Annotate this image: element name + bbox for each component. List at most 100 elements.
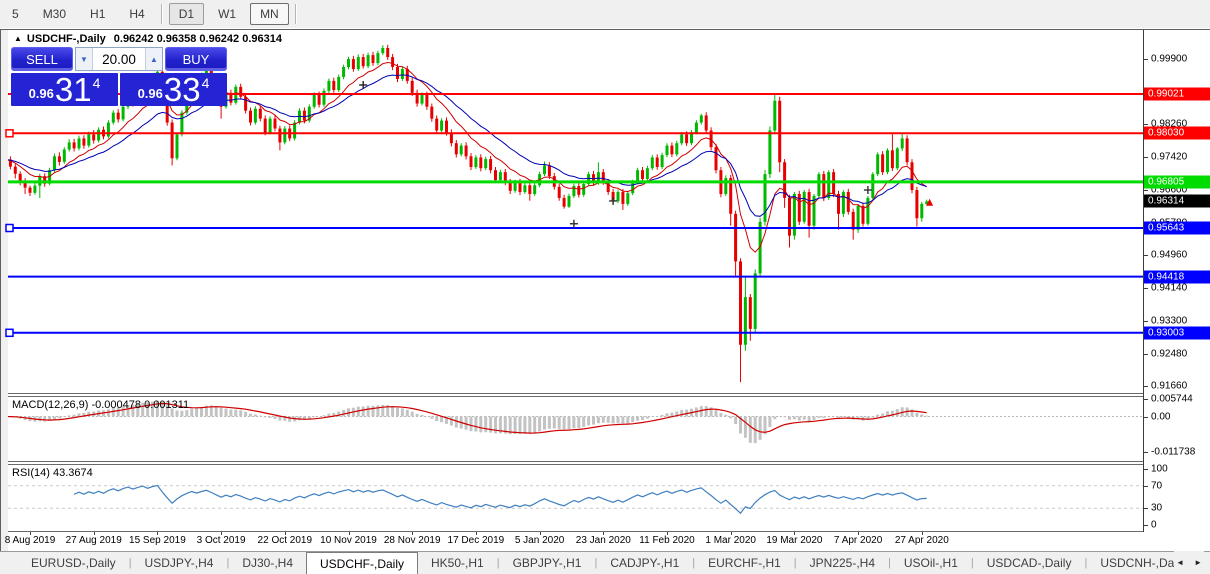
hline-anchor[interactable] (5, 223, 14, 233)
tab-scroll-left-icon[interactable]: ◄ (1176, 558, 1185, 567)
candle (778, 96, 782, 173)
price-label-badge: 0.94418 (1144, 270, 1210, 284)
candle (283, 126, 287, 145)
tab-scroll-right-icon[interactable]: ► (1194, 558, 1202, 567)
candle (724, 175, 728, 196)
date-tick (93, 532, 95, 535)
candle (440, 118, 444, 133)
tab-separator: | (594, 557, 598, 569)
pane-splitter[interactable] (8, 461, 1210, 462)
pane-splitter[interactable] (8, 396, 1210, 397)
candle (302, 107, 306, 124)
chart-tab-CADJPY-H1[interactable]: CADJPY-,H1 (610, 556, 680, 570)
chart-tab-JPN225-H4[interactable]: JPN225-,H4 (809, 556, 876, 570)
candle (391, 53, 395, 71)
candle (739, 258, 742, 383)
date-tick-label: 23 Jan 2020 (575, 535, 631, 546)
chart-tab-USOil-H1[interactable]: USOil-,H1 (903, 556, 958, 570)
chart-tab-HK50-H1[interactable]: HK50-,H1 (431, 556, 484, 570)
pane-splitter[interactable] (8, 464, 1210, 465)
sell-price-point: 4 (92, 75, 101, 91)
chart-window-border (0, 29, 1210, 30)
candle (582, 181, 586, 197)
timeframe-button-H1[interactable]: H1 (90, 7, 106, 21)
timeframe-button-D1[interactable]: D1 (168, 3, 205, 25)
chart-tab-USDJPY-H4[interactable]: USDJPY-,H4 (144, 556, 214, 570)
chart-tab-EURCHF-H1[interactable]: EURCHF-,H1 (708, 556, 781, 570)
candle (454, 140, 458, 158)
candle (53, 153, 56, 173)
candle (106, 120, 110, 139)
candle (474, 155, 478, 169)
volume-input[interactable]: 20.00 (102, 51, 136, 67)
buy-button[interactable]: BUY (165, 47, 227, 71)
candle (557, 183, 561, 201)
candle (67, 139, 71, 152)
sell-price-display[interactable]: 0.96 31 4 (11, 73, 118, 106)
axis-tick (1144, 469, 1148, 470)
candle (866, 195, 870, 226)
timeframe-button-M30[interactable]: M30 (42, 7, 67, 21)
candle (753, 269, 757, 333)
volume-decrease-button[interactable]: ▼ (76, 48, 93, 70)
price-tick-label: 0.93300 (1151, 315, 1188, 327)
buy-price-display[interactable]: 0.96 33 4 (120, 73, 227, 106)
rsi-label: RSI(14) 43.3674 (12, 467, 93, 479)
timeframe-button-H4[interactable]: H4 (129, 7, 145, 21)
candle (655, 154, 659, 170)
timeframe-button-MN[interactable]: MN (250, 3, 289, 25)
trade-panel-toggle-icon[interactable]: ▲ (14, 34, 22, 43)
axis-tick (1144, 386, 1148, 388)
axis-tick (1144, 525, 1148, 526)
axis-tick (1144, 485, 1148, 487)
axis-tick (1144, 190, 1148, 192)
chart-tab-EURUSD-Daily[interactable]: EURUSD-,Daily (31, 556, 116, 570)
pane-splitter[interactable] (8, 393, 1210, 394)
sell-price-base: 0.96 (28, 86, 54, 101)
candle (62, 147, 66, 164)
toolbar-separator (160, 4, 163, 24)
candle (675, 140, 679, 157)
date-tick (284, 532, 286, 535)
chart-tab-GBPJPY-H1[interactable]: GBPJPY-,H1 (512, 556, 582, 570)
timeframe-button-5[interactable]: 5 (12, 7, 19, 21)
candle (410, 77, 414, 96)
cross-marker (569, 219, 578, 228)
tab-separator: | (1084, 557, 1088, 569)
candle (356, 54, 360, 71)
candle (587, 171, 591, 187)
candle (562, 194, 566, 209)
candle (827, 170, 831, 200)
candle (699, 113, 703, 125)
hline-anchor[interactable] (5, 129, 14, 138)
chart-tab-USDCAD-Daily[interactable]: USDCAD-,Daily (986, 556, 1072, 570)
price-axis[interactable]: 0.999000.982600.974200.966000.957800.949… (1144, 30, 1210, 532)
timeframe-button-W1[interactable]: W1 (218, 7, 237, 21)
candle (851, 208, 855, 240)
candle (704, 112, 708, 134)
chart-tab-USDCHF-Daily[interactable]: USDCHF-,Daily (306, 552, 419, 574)
date-tick (921, 532, 923, 535)
candle (347, 56, 350, 70)
chart-tab-DJ30-H4[interactable]: DJ30-,H4 (242, 556, 294, 570)
candle (768, 126, 772, 179)
axis-tick (1144, 59, 1148, 61)
chart-tab-USDCNH-Daily[interactable]: USDCNH-,Daily (1100, 556, 1186, 570)
candle (263, 115, 267, 136)
candle (33, 182, 37, 195)
candle (415, 89, 419, 107)
sell-button[interactable]: SELL (11, 47, 73, 71)
rsi-tick-label: 100 (1151, 463, 1168, 475)
candle (577, 182, 581, 198)
rsi-pane (8, 484, 1143, 515)
chart-tab-bar: EURUSD-,Daily | USDJPY-,H4 | DJ30-,H4 USDCHF-… (0, 551, 1210, 574)
candle (322, 88, 326, 107)
hline-anchor[interactable] (5, 328, 14, 338)
candle (121, 104, 125, 122)
volume-increase-button[interactable]: ▲ (145, 48, 162, 70)
chart-bottom-border (8, 531, 1210, 532)
candle (890, 132, 894, 171)
candle (77, 135, 81, 151)
candle (435, 115, 439, 134)
date-axis[interactable]: 8 Aug 2019 27 Aug 2019 15 Sep 2019 3 Oct 20… (5, 532, 1210, 551)
